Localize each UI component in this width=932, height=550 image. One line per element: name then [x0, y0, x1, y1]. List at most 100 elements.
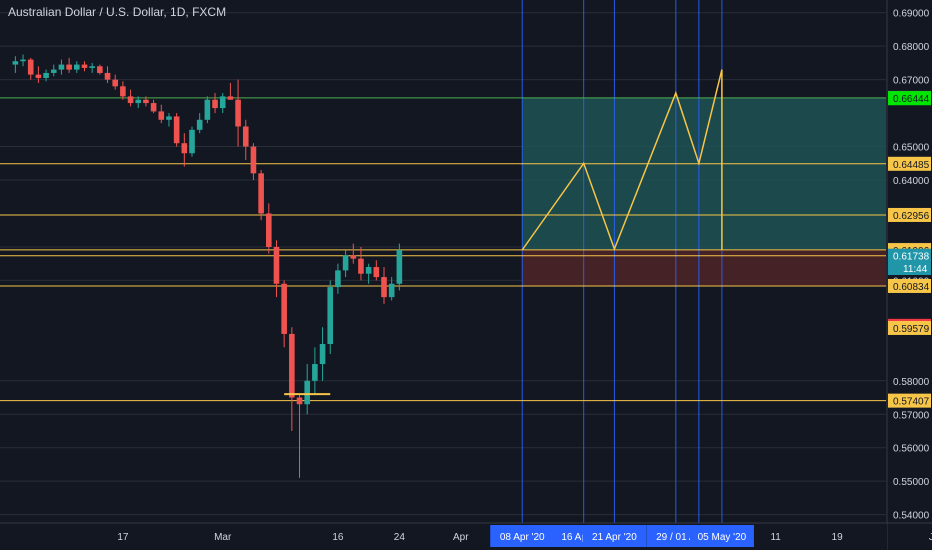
price-tick-label: 0.67000 [893, 76, 930, 87]
candle-body [373, 267, 380, 278]
price-tick-label: 0.55000 [893, 477, 930, 488]
price-label-bg [888, 248, 931, 263]
candle-body [81, 64, 88, 68]
price-tick-label: 0.69000 [893, 9, 930, 20]
candle-body [204, 99, 211, 120]
candle-body [50, 69, 57, 73]
candle-body [189, 129, 195, 154]
price-tick-label: 0.58000 [893, 377, 930, 388]
price-tick-label: 0.68000 [893, 42, 930, 53]
horizontal-lines-layer [0, 97, 886, 402]
candle-body [296, 397, 303, 405]
candle-body [158, 111, 165, 120]
chart-title: Australian Dollar / U.S. Dollar, 1D, FXC… [8, 5, 227, 19]
candle-body [181, 143, 188, 154]
candle-body [335, 270, 341, 288]
candle-body [365, 267, 372, 274]
candle-body [43, 72, 49, 78]
candle-body [258, 173, 264, 214]
candle-body [319, 343, 326, 365]
candle-body [127, 96, 134, 104]
candle-body [97, 66, 103, 73]
price-label: 0.60834 [893, 282, 930, 293]
price-tick-label: 0.54000 [893, 511, 930, 522]
candle-body [66, 64, 72, 70]
time-marker-bg [689, 525, 754, 547]
time-marker-label: 08 Apr '20 [500, 532, 545, 543]
price-tick-label: 0.65000 [893, 143, 930, 154]
target-zone [522, 97, 886, 250]
candle-body [112, 79, 118, 87]
candles-layer [12, 54, 403, 478]
candle-body [120, 86, 126, 97]
candle-body [150, 103, 157, 112]
price-label: 0.59579 [893, 324, 930, 335]
candle-body [27, 59, 34, 75]
candle-body [12, 61, 19, 65]
time-tick-label: Jun [929, 532, 932, 543]
price-tick-label: 0.64000 [893, 176, 930, 187]
candle-body [212, 99, 218, 109]
candle-body [20, 59, 26, 62]
candle-body [304, 380, 310, 405]
time-marker-bg [582, 525, 647, 547]
price-label: 0.61738 [893, 252, 930, 263]
candle-body [104, 72, 111, 80]
price-label-bg [888, 156, 931, 171]
candle-body [227, 96, 234, 100]
time-tick-label: 19 [832, 532, 844, 543]
time-marker-label: 29 / 01 A [656, 532, 696, 543]
candle-body [250, 146, 257, 174]
candle-body [58, 64, 65, 70]
price-label-bg [888, 320, 931, 335]
candle-body [327, 287, 334, 344]
candle-body [266, 213, 272, 247]
time-tick-label: 16 [332, 532, 344, 543]
price-label-bg [888, 393, 931, 408]
candle-body [196, 119, 203, 130]
candle-body [273, 246, 280, 284]
price-label: 0.64485 [893, 160, 930, 171]
candle-body [242, 126, 249, 147]
candle-body [235, 99, 241, 127]
time-tick-label: Apr [453, 532, 469, 543]
price-label: 0.66444 [893, 94, 930, 105]
candle-body [342, 255, 349, 271]
candle-body [289, 333, 295, 398]
price-tick-label: 0.57000 [893, 410, 930, 421]
candle-body [381, 277, 387, 298]
projection-path [521, 69, 723, 252]
time-tick-label: 11 [770, 532, 781, 543]
candle-body [281, 283, 287, 334]
candle-body [219, 96, 226, 109]
countdown-label-bg [888, 261, 931, 276]
candle-body [396, 249, 403, 284]
price-label: 0.57407 [893, 397, 930, 408]
candle-body [74, 64, 80, 70]
time-tick-label: Mar [214, 532, 232, 543]
candle-body [135, 99, 142, 104]
candle-body [350, 255, 357, 259]
price-label: 0.62956 [893, 211, 930, 222]
candle-body [388, 283, 395, 298]
countdown-label: 11:44 [903, 264, 928, 275]
candle-body [173, 116, 180, 144]
time-axis-bg [0, 523, 887, 550]
price-label-bg [888, 207, 931, 222]
drawings-layer [284, 69, 723, 396]
time-marker-label: 05 May '20 [698, 532, 747, 543]
candle-body [312, 364, 318, 381]
time-tick-label: 17 [117, 532, 129, 543]
candle-body [89, 66, 95, 68]
zones-layer [0, 12, 886, 516]
time-tick-label: 24 [394, 532, 406, 543]
candle-body [358, 258, 364, 274]
candle-body [166, 116, 172, 120]
price-label-bg [888, 278, 931, 293]
candle-body [35, 74, 42, 78]
price-tick-label: 0.56000 [893, 444, 930, 455]
time-marker-label: 21 Apr '20 [592, 532, 637, 543]
price-label-bg [888, 91, 931, 106]
